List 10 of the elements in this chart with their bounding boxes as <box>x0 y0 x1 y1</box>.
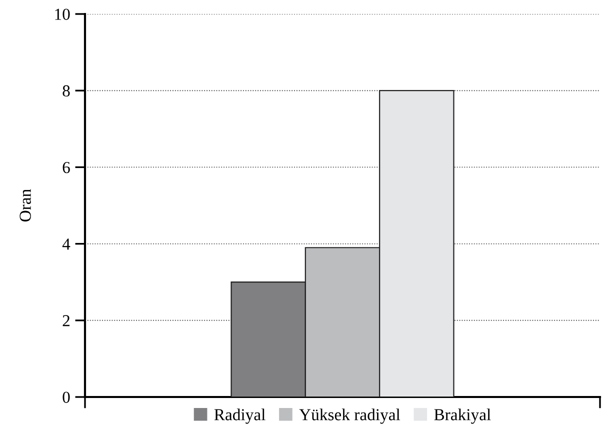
y-axis-title: Oran <box>20 189 31 222</box>
y-tick-label: 8 <box>62 85 70 97</box>
y-tick-label: 2 <box>62 315 70 326</box>
y-tick-label: 4 <box>62 238 70 250</box>
y-tick-label: 10 <box>55 8 70 20</box>
y-tick-label: 0 <box>62 392 70 403</box>
legend-label: Brakiyal <box>434 408 491 424</box>
y-tick-label: 6 <box>62 162 70 174</box>
legend-label: Yüksek radiyal <box>299 408 400 424</box>
legend-label: Radiyal <box>214 408 266 424</box>
